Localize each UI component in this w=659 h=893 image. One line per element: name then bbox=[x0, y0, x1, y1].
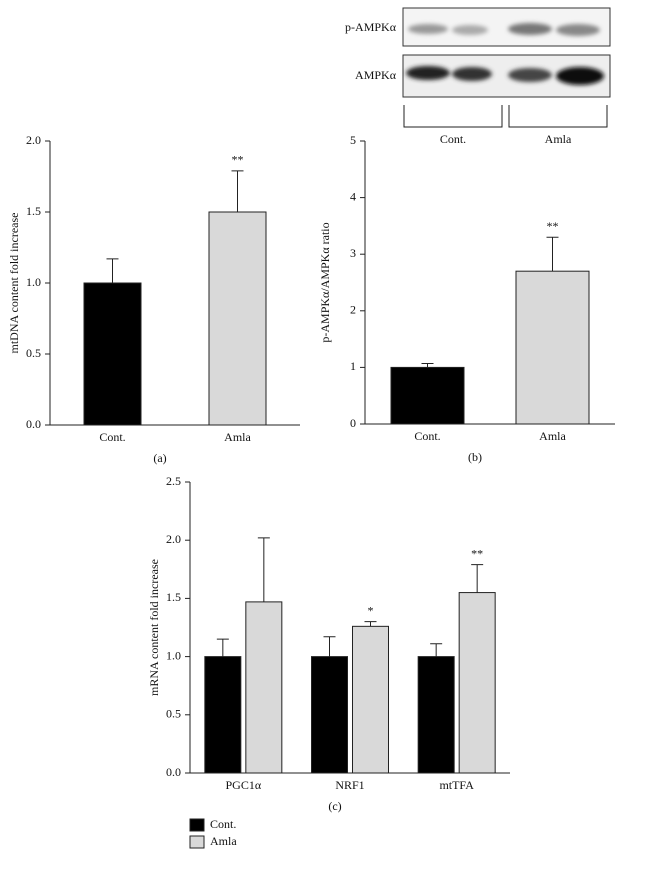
y-tick-label: 1.5 bbox=[166, 590, 181, 604]
blot-row-label: AMPKα bbox=[355, 68, 397, 82]
y-tick-label: 1.5 bbox=[26, 204, 41, 218]
bar bbox=[390, 366, 465, 425]
blot-group-label: Amla bbox=[545, 132, 572, 146]
panel-label: (a) bbox=[153, 451, 166, 465]
error-bar bbox=[216, 638, 229, 657]
x-tick-label: Amla bbox=[539, 429, 566, 443]
significance-label: ** bbox=[232, 153, 244, 167]
panel-label: (c) bbox=[328, 799, 341, 813]
x-tick-label: PGC1α bbox=[226, 778, 262, 792]
error-bar bbox=[471, 564, 484, 593]
y-tick-label: 2.0 bbox=[166, 532, 181, 546]
error-bar bbox=[421, 362, 434, 368]
y-tick-label: 1 bbox=[350, 359, 356, 373]
bar bbox=[352, 625, 389, 774]
error-bar bbox=[231, 170, 244, 212]
y-axis-label: p-AMPKα/AMPKα ratio bbox=[318, 222, 332, 342]
panel-label: (b) bbox=[468, 450, 482, 464]
y-axis-label: mtDNA content fold increase bbox=[7, 213, 21, 354]
error-bar bbox=[106, 258, 119, 283]
significance-label: ** bbox=[547, 219, 559, 233]
bar bbox=[458, 592, 496, 774]
x-tick-label: Cont. bbox=[414, 429, 440, 443]
error-bar bbox=[546, 236, 559, 272]
y-tick-label: 2.0 bbox=[26, 133, 41, 147]
x-tick-label: NRF1 bbox=[335, 778, 364, 792]
blot-bracket bbox=[403, 105, 608, 128]
legend-label: Cont. bbox=[210, 817, 236, 831]
bar bbox=[208, 211, 267, 426]
bar bbox=[311, 656, 348, 774]
y-axis-label: mRNA content fold increase bbox=[147, 559, 161, 696]
x-tick-label: Amla bbox=[224, 430, 251, 444]
y-tick-label: 1.0 bbox=[166, 648, 181, 662]
y-tick-label: 1.0 bbox=[26, 275, 41, 289]
x-tick-label: mtTFA bbox=[439, 778, 474, 792]
bar bbox=[515, 270, 590, 425]
legend-swatch bbox=[189, 818, 205, 832]
bar bbox=[204, 656, 242, 774]
x-tick-label: Cont. bbox=[99, 430, 125, 444]
significance-label: ** bbox=[471, 546, 483, 560]
western-blot: p-AMPKα AMPKα Cont. Amla bbox=[345, 7, 611, 146]
error-bar bbox=[257, 537, 270, 602]
y-tick-label: 4 bbox=[350, 189, 356, 203]
blot-group-label: Cont. bbox=[440, 132, 466, 146]
y-tick-label: 0.5 bbox=[166, 707, 181, 721]
legend-swatch bbox=[189, 835, 205, 849]
y-tick-label: 0 bbox=[350, 416, 356, 430]
error-bar bbox=[364, 621, 377, 627]
bar bbox=[417, 656, 455, 774]
y-tick-label: 2 bbox=[350, 303, 356, 317]
y-tick-label: 0.0 bbox=[166, 765, 181, 779]
significance-label: * bbox=[368, 603, 374, 617]
blot-bands bbox=[406, 23, 604, 85]
y-tick-label: 3 bbox=[350, 246, 356, 260]
blot-row-label: p-AMPKα bbox=[345, 20, 397, 34]
y-tick-label: 2.5 bbox=[166, 474, 181, 488]
error-bar bbox=[430, 643, 443, 657]
bar bbox=[83, 282, 142, 426]
y-tick-label: 5 bbox=[350, 133, 356, 147]
error-bar bbox=[323, 636, 336, 657]
y-tick-label: 0.0 bbox=[26, 417, 41, 431]
y-tick-label: 0.5 bbox=[26, 346, 41, 360]
bar bbox=[245, 601, 283, 774]
legend-label: Amla bbox=[210, 834, 237, 848]
